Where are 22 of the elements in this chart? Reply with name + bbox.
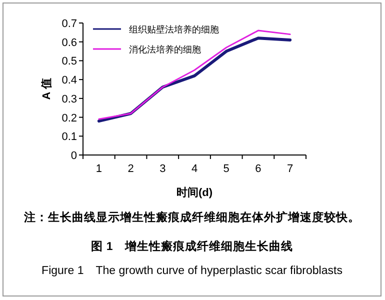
x-tick-label: 3 <box>160 163 166 175</box>
x-tick-label: 7 <box>287 163 294 175</box>
y-tick-label: 0.2 <box>62 112 77 124</box>
y-tick-label: 0.6 <box>62 36 77 49</box>
legend-label: 消化法培养的细胞 <box>129 44 201 54</box>
y-tick-label: 0.3 <box>62 93 77 106</box>
y-tick-label: 0.5 <box>62 56 77 68</box>
caption: Figure 1 The growth curve of hyperplastic scar fibroblasts <box>42 265 343 277</box>
x-tick-label: 6 <box>255 163 262 175</box>
y-axis-title: A 值 <box>41 78 53 100</box>
y-tick-label: 0.1 <box>62 131 77 144</box>
x-tick-label: 1 <box>96 163 102 175</box>
x-tick-label: 5 <box>223 163 230 175</box>
x-tick-label: 2 <box>128 163 134 175</box>
legend-label: 组织贴壁法培养的细胞 <box>129 24 219 34</box>
y-tick-label: 0.7 <box>62 18 77 30</box>
x-tick-label: 4 <box>191 163 198 175</box>
y-tick-label: 0 <box>70 150 77 162</box>
caption: 图 1 增生性瘢痕成纤维细胞生长曲线 <box>91 239 293 253</box>
x-axis-title: 时间(d) <box>176 186 213 199</box>
text: 注：生长曲线显示增生性瘢痕成纤维细胞在体外扩增速度较快。 <box>23 210 360 224</box>
y-tick-label: 0.4 <box>62 74 77 87</box>
